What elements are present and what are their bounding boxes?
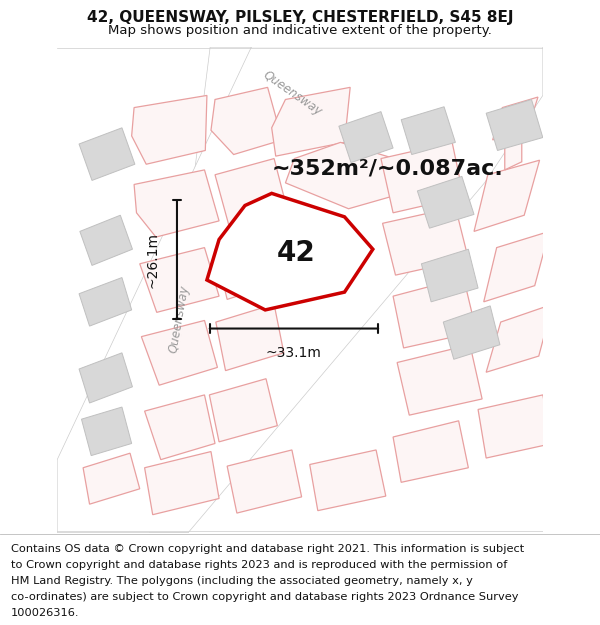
Polygon shape xyxy=(383,207,469,275)
Text: HM Land Registry. The polygons (including the associated geometry, namely x, y: HM Land Registry. The polygons (includin… xyxy=(11,576,473,586)
Polygon shape xyxy=(401,107,455,154)
Polygon shape xyxy=(131,96,207,164)
Polygon shape xyxy=(505,120,522,170)
Polygon shape xyxy=(80,215,133,266)
Polygon shape xyxy=(149,47,251,532)
Polygon shape xyxy=(272,88,350,156)
Polygon shape xyxy=(83,453,140,504)
Polygon shape xyxy=(145,451,219,515)
Polygon shape xyxy=(216,304,284,371)
Text: 42: 42 xyxy=(277,239,316,268)
Polygon shape xyxy=(421,249,478,302)
Text: ~352m²/~0.087ac.: ~352m²/~0.087ac. xyxy=(272,158,503,178)
Polygon shape xyxy=(79,353,133,403)
Text: Contains OS data © Crown copyright and database right 2021. This information is : Contains OS data © Crown copyright and d… xyxy=(11,544,524,554)
Polygon shape xyxy=(397,345,482,415)
Polygon shape xyxy=(339,112,393,162)
Polygon shape xyxy=(140,248,219,312)
Polygon shape xyxy=(142,321,217,385)
Polygon shape xyxy=(310,450,386,511)
Polygon shape xyxy=(393,421,469,482)
Polygon shape xyxy=(79,278,131,326)
Polygon shape xyxy=(418,176,474,228)
Text: co-ordinates) are subject to Crown copyright and database rights 2023 Ordnance S: co-ordinates) are subject to Crown copyr… xyxy=(11,592,518,602)
Polygon shape xyxy=(443,306,500,359)
Polygon shape xyxy=(215,159,287,225)
Polygon shape xyxy=(207,193,373,310)
Polygon shape xyxy=(286,142,413,209)
Polygon shape xyxy=(79,127,135,181)
Polygon shape xyxy=(474,160,539,231)
Polygon shape xyxy=(227,450,302,513)
Text: Map shows position and indicative extent of the property.: Map shows position and indicative extent… xyxy=(108,24,492,36)
Polygon shape xyxy=(486,99,543,151)
Polygon shape xyxy=(486,304,553,372)
Polygon shape xyxy=(209,379,277,442)
Polygon shape xyxy=(478,395,553,458)
Text: Queensway: Queensway xyxy=(261,68,325,118)
Polygon shape xyxy=(484,231,549,302)
Text: ~26.1m: ~26.1m xyxy=(145,232,159,288)
Polygon shape xyxy=(82,407,131,456)
Text: ~33.1m: ~33.1m xyxy=(266,346,322,361)
Text: Queensway: Queensway xyxy=(167,284,192,354)
Polygon shape xyxy=(57,47,543,532)
Polygon shape xyxy=(215,231,287,299)
Polygon shape xyxy=(393,278,476,348)
Polygon shape xyxy=(381,142,463,212)
Text: to Crown copyright and database rights 2023 and is reproduced with the permissio: to Crown copyright and database rights 2… xyxy=(11,560,507,570)
Polygon shape xyxy=(493,97,538,140)
Polygon shape xyxy=(134,170,219,237)
Polygon shape xyxy=(145,395,215,459)
Polygon shape xyxy=(211,88,282,154)
Text: 42, QUEENSWAY, PILSLEY, CHESTERFIELD, S45 8EJ: 42, QUEENSWAY, PILSLEY, CHESTERFIELD, S4… xyxy=(87,10,513,25)
Text: 100026316.: 100026316. xyxy=(11,608,79,618)
